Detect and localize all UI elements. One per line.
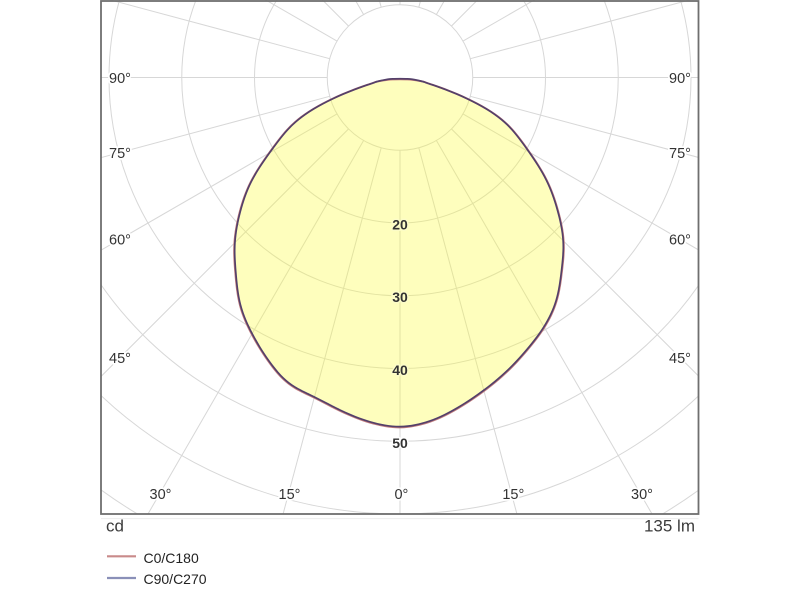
svg-text:90°: 90° xyxy=(109,71,131,87)
svg-text:30°: 30° xyxy=(150,487,172,503)
svg-text:45°: 45° xyxy=(109,351,131,367)
svg-text:40: 40 xyxy=(392,362,408,378)
svg-text:C0/C180: C0/C180 xyxy=(144,550,199,566)
svg-text:cd: cd xyxy=(106,517,124,536)
svg-text:C90/C270: C90/C270 xyxy=(144,571,207,587)
svg-text:60°: 60° xyxy=(109,233,131,249)
svg-text:15°: 15° xyxy=(502,487,524,503)
svg-text:75°: 75° xyxy=(109,146,131,162)
svg-text:45°: 45° xyxy=(669,351,691,367)
svg-text:90°: 90° xyxy=(669,71,691,87)
svg-text:30°: 30° xyxy=(631,487,653,503)
svg-text:50: 50 xyxy=(392,435,408,451)
svg-text:60°: 60° xyxy=(669,233,691,249)
svg-text:135 lm: 135 lm xyxy=(644,517,695,536)
svg-text:20: 20 xyxy=(392,217,408,233)
svg-text:15°: 15° xyxy=(279,487,301,503)
svg-text:75°: 75° xyxy=(669,146,691,162)
svg-text:30: 30 xyxy=(392,289,408,305)
svg-text:0°: 0° xyxy=(394,487,408,503)
